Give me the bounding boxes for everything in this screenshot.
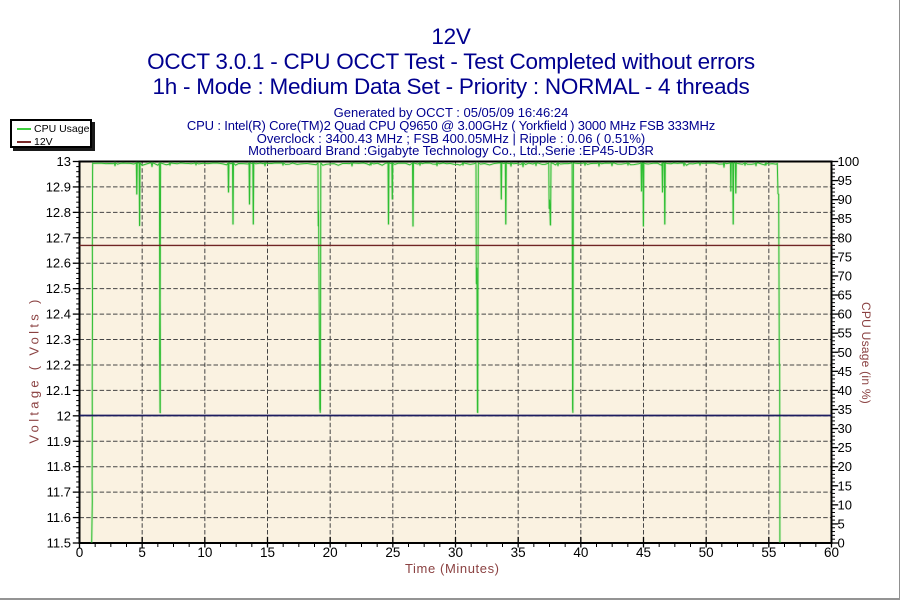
svg-text:12.2: 12.2 (46, 357, 71, 372)
svg-text:13: 13 (57, 154, 71, 169)
svg-text:12.8: 12.8 (46, 205, 71, 220)
svg-text:15: 15 (260, 545, 275, 560)
svg-text:50: 50 (699, 545, 714, 560)
svg-text:12.4: 12.4 (46, 307, 71, 322)
svg-text:12.7: 12.7 (46, 230, 71, 245)
svg-text:25: 25 (838, 440, 852, 455)
svg-text:25: 25 (385, 545, 400, 560)
svg-text:30: 30 (448, 545, 463, 560)
svg-text:45: 45 (838, 364, 852, 379)
svg-text:40: 40 (838, 383, 852, 398)
svg-text:75: 75 (838, 249, 852, 264)
svg-text:11.6: 11.6 (47, 510, 71, 525)
svg-text:12.1: 12.1 (46, 383, 71, 398)
svg-text:100: 100 (838, 154, 860, 169)
svg-text:35: 35 (511, 545, 526, 560)
svg-text:10: 10 (838, 497, 852, 512)
svg-text:20: 20 (838, 459, 852, 474)
svg-text:60: 60 (838, 307, 852, 322)
svg-text:80: 80 (838, 230, 852, 245)
svg-text:50: 50 (838, 345, 852, 360)
svg-text:12: 12 (57, 408, 71, 423)
svg-text:40: 40 (573, 545, 588, 560)
svg-text:15: 15 (838, 478, 852, 493)
svg-text:12.3: 12.3 (46, 332, 71, 347)
svg-text:90: 90 (838, 192, 852, 207)
svg-text:11.5: 11.5 (47, 536, 71, 551)
svg-text:55: 55 (838, 326, 852, 341)
svg-text:5: 5 (838, 516, 845, 531)
svg-text:20: 20 (323, 545, 338, 560)
svg-text:60: 60 (824, 545, 839, 560)
svg-text:95: 95 (838, 173, 852, 188)
svg-text:11.9: 11.9 (47, 434, 71, 449)
svg-text:0: 0 (76, 545, 84, 560)
svg-text:30: 30 (838, 421, 852, 436)
svg-text:0: 0 (838, 536, 845, 551)
svg-text:65: 65 (838, 288, 852, 303)
svg-text:12.5: 12.5 (46, 281, 71, 296)
svg-text:5: 5 (138, 545, 146, 560)
svg-text:11.7: 11.7 (47, 485, 71, 500)
svg-text:85: 85 (838, 211, 852, 226)
svg-text:12.9: 12.9 (46, 179, 71, 194)
svg-text:10: 10 (197, 545, 212, 560)
svg-text:12.6: 12.6 (46, 256, 71, 271)
svg-text:70: 70 (838, 268, 852, 283)
svg-text:55: 55 (761, 545, 776, 560)
svg-text:35: 35 (838, 402, 852, 417)
svg-text:11.8: 11.8 (47, 459, 71, 474)
svg-text:45: 45 (636, 545, 651, 560)
